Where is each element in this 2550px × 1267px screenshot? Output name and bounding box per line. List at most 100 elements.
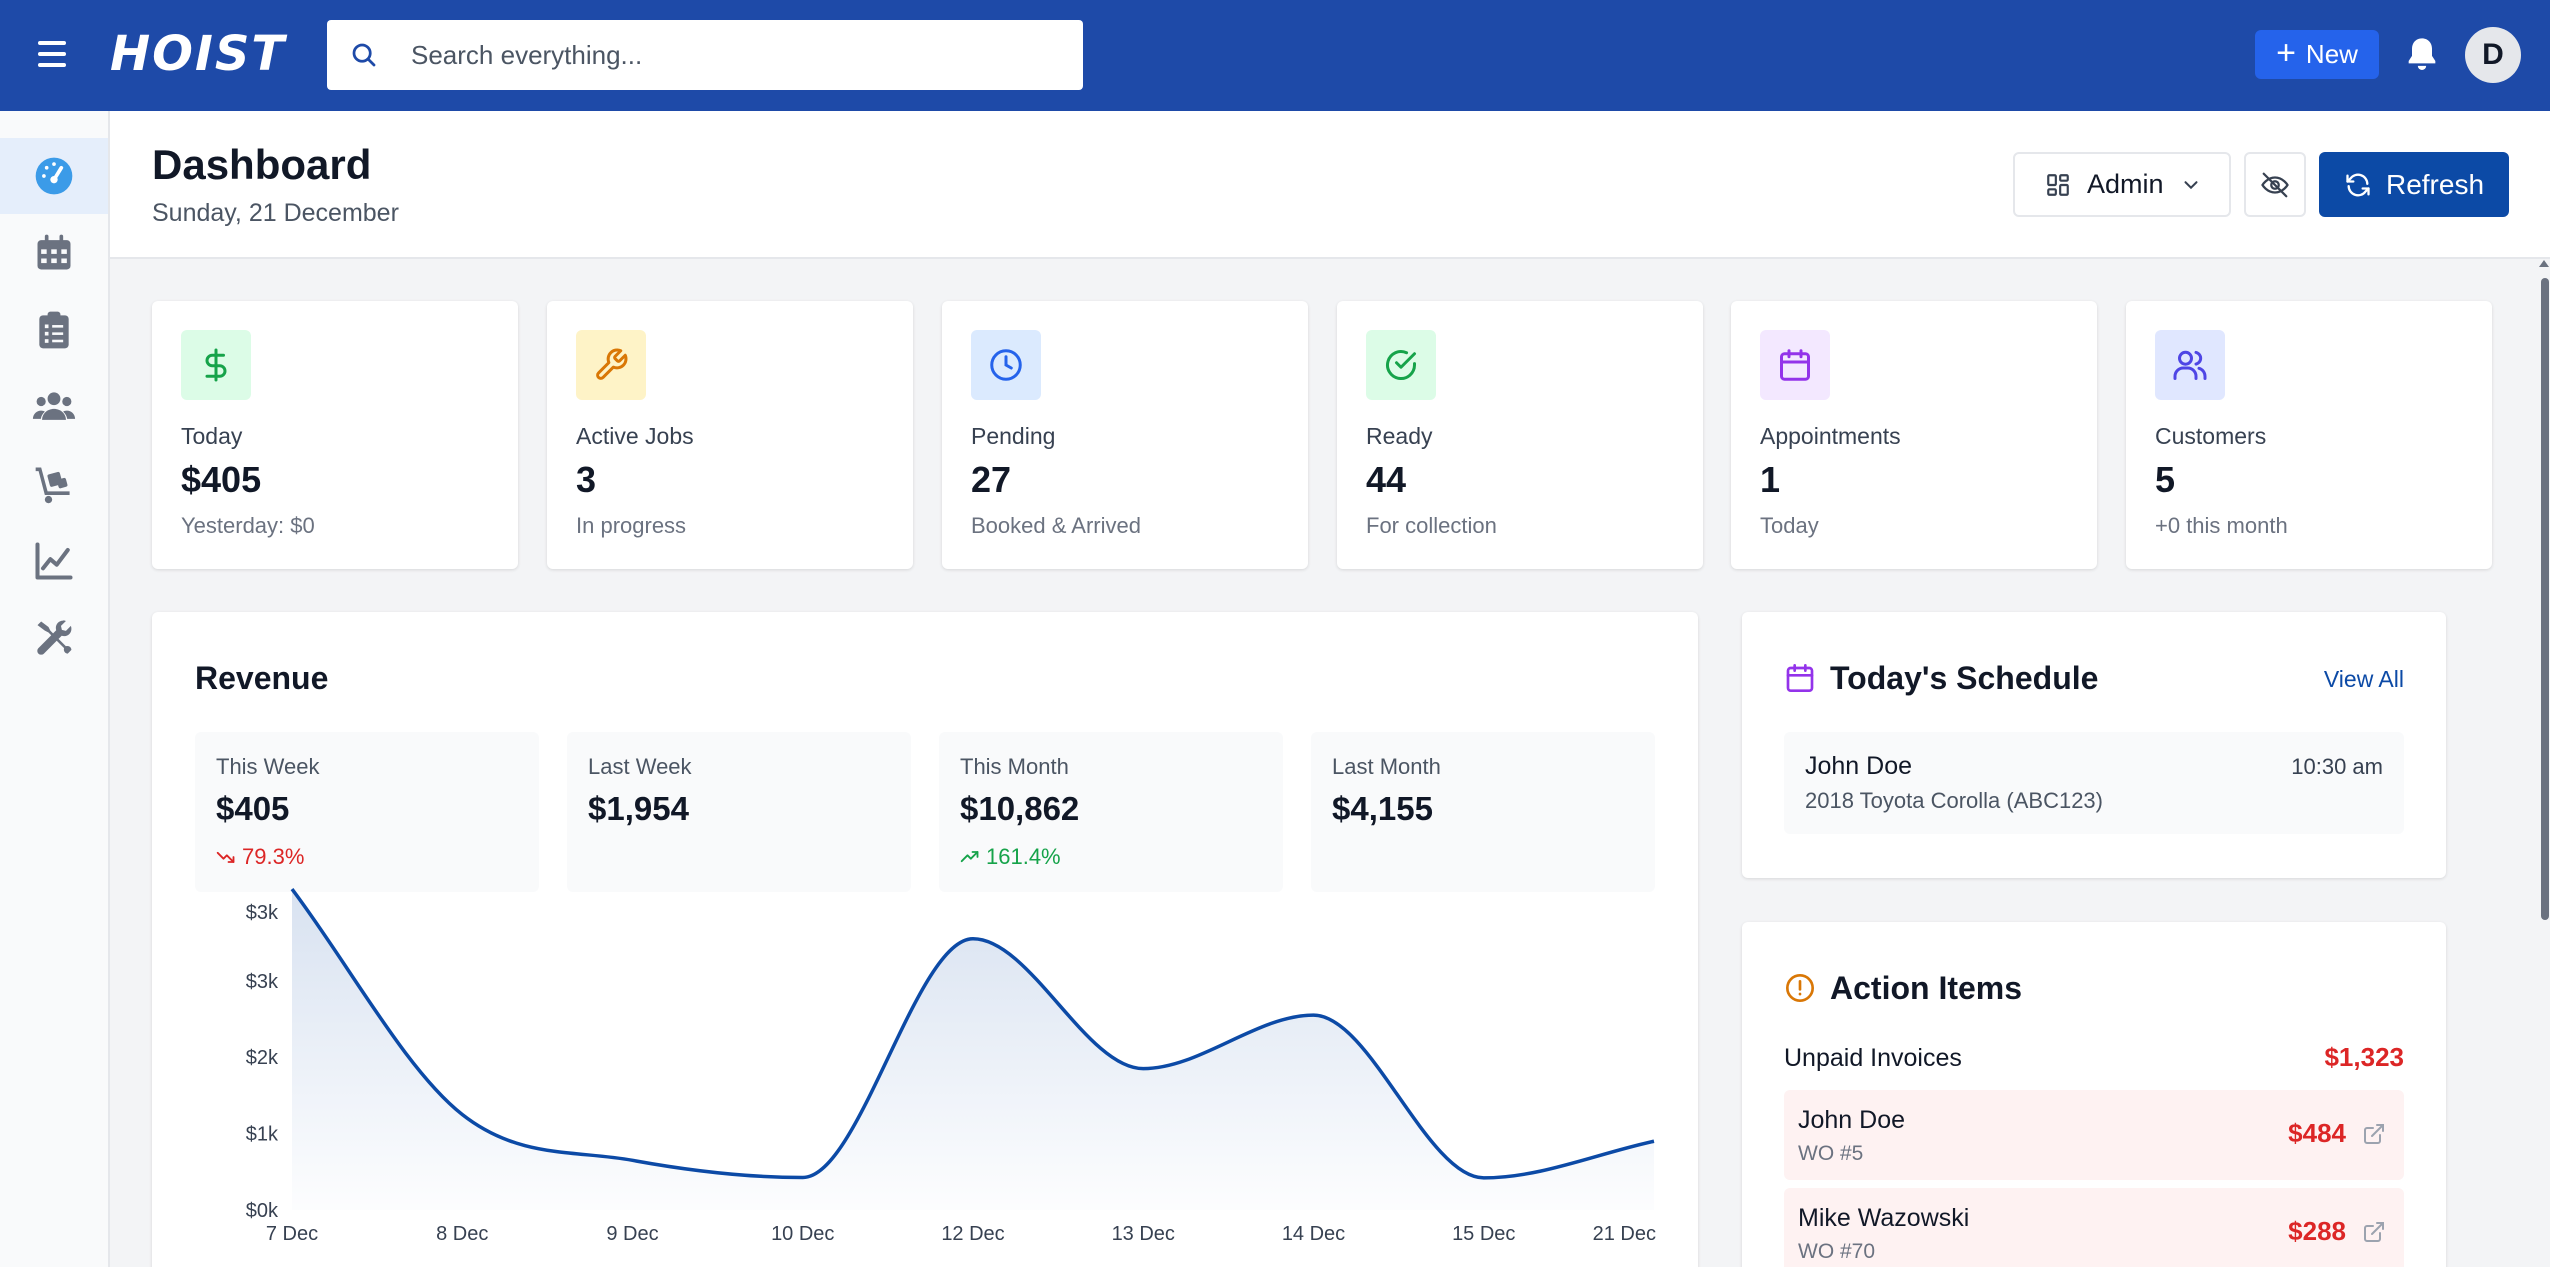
x-tick-label: 14 Dec	[1282, 1223, 1345, 1245]
invoice-row[interactable]: John Doe WO #5 $484	[1784, 1090, 2404, 1180]
search-input[interactable]	[411, 20, 1061, 90]
view-select[interactable]: Admin	[2013, 152, 2231, 217]
page-date: Sunday, 21 December	[152, 199, 399, 227]
revenue-chart[interactable]: $3k $3k $2k $1k $0k 7 Dec 8 Dec 9 Dec 10 Dec 12 …	[152, 888, 1698, 1267]
sidebar-item-dashboard[interactable]	[0, 138, 108, 214]
period-change: 161.4%	[960, 844, 1061, 870]
todays-schedule-card: Today's Schedule View All John Doe 2018 …	[1742, 612, 2446, 878]
revenue-line	[290, 888, 1655, 1180]
stat-value: 44	[1366, 459, 1407, 500]
period-change-value: 161.4%	[986, 844, 1061, 869]
revenue-period-last-week: Last Week $1,954	[567, 732, 911, 892]
plus-icon: +	[2276, 34, 2296, 72]
trend-down-icon	[216, 851, 235, 863]
stat-card-pending[interactable]: Pending 27 Booked & Arrived	[942, 301, 1308, 569]
period-label: Last Week	[588, 754, 692, 779]
revenue-area	[292, 889, 1654, 1210]
y-tick-label: $1k	[246, 1124, 279, 1146]
x-tick-label: 10 Dec	[771, 1223, 834, 1245]
stat-subtext: For collection	[1366, 513, 1497, 538]
schedule-customer: John Doe	[1805, 752, 1913, 780]
stat-card-appointments[interactable]: Appointments 1 Today	[1731, 301, 2097, 569]
wrench-icon	[596, 348, 628, 380]
stat-value: 3	[576, 459, 597, 500]
chart-line-icon	[35, 542, 73, 580]
view-all-link[interactable]: View All	[2323, 666, 2404, 692]
sidebar-item-parts[interactable]	[0, 446, 108, 522]
view-select-label: Admin	[2087, 169, 2164, 199]
schedule-time: 10:30 am	[2291, 754, 2383, 779]
dollar-icon	[205, 348, 227, 382]
invoice-amount: $484	[2288, 1118, 2346, 1148]
x-tick-label: 12 Dec	[941, 1223, 1004, 1245]
schedule-title: Today's Schedule	[1830, 660, 2099, 696]
stat-card-customers[interactable]: Customers 5 +0 this month	[2126, 301, 2492, 569]
top-bar: HOIST + New D	[0, 0, 2550, 111]
schedule-vehicle: 2018 Toyota Corolla (ABC123)	[1805, 788, 2103, 813]
stat-label: Pending	[971, 423, 1056, 449]
revenue-period-last-month: Last Month $4,155	[1311, 732, 1655, 892]
sidebar-item-reports[interactable]	[0, 523, 108, 599]
sidebar-item-calendar[interactable]	[0, 215, 108, 291]
period-value: $405	[216, 790, 290, 827]
revenue-card: Revenue This Week $405 79.3% Last Week $…	[152, 612, 1698, 1267]
period-change: 79.3%	[216, 844, 304, 870]
menu-icon[interactable]	[34, 36, 70, 72]
stat-card-ready[interactable]: Ready 44 For collection	[1337, 301, 1703, 569]
stat-card-today[interactable]: Today $405 Yesterday: $0	[152, 301, 518, 569]
x-tick-label: 13 Dec	[1112, 1223, 1175, 1245]
page-title: Dashboard	[152, 141, 372, 188]
alert-circle-icon	[1786, 974, 1814, 1002]
sidebar-item-settings[interactable]	[0, 600, 108, 676]
stat-card-active-jobs[interactable]: Active Jobs 3 In progress	[547, 301, 913, 569]
stat-icon-box	[2155, 330, 2225, 400]
external-link-icon[interactable]	[2362, 1122, 2386, 1146]
stat-icon-box	[576, 330, 646, 400]
stat-subtext: In progress	[576, 513, 687, 538]
stat-label: Active Jobs	[576, 423, 694, 449]
scrollbar-thumb[interactable]	[2541, 278, 2549, 920]
y-tick-label: $0k	[246, 1200, 279, 1222]
eye-off-icon	[2261, 172, 2289, 197]
stat-icon-box	[181, 330, 251, 400]
calendar-icon	[1786, 664, 1814, 692]
action-items-title: Action Items	[1830, 970, 2023, 1006]
refresh-icon	[2346, 173, 2370, 196]
revenue-period-this-week: This Week $405 79.3%	[195, 732, 539, 892]
invoice-work-order: WO #70	[1798, 1240, 1876, 1263]
app-logo[interactable]: HOIST	[110, 26, 287, 82]
x-tick-label: 8 Dec	[436, 1223, 488, 1245]
calendar-icon	[37, 234, 71, 270]
user-avatar[interactable]: D	[2465, 27, 2521, 83]
tools-icon	[37, 620, 72, 655]
new-button[interactable]: + New	[2255, 30, 2379, 79]
invoice-row[interactable]: Mike Wazowski WO #70 $288	[1784, 1188, 2404, 1267]
gauge-icon	[35, 157, 73, 195]
sidebar-item-jobs[interactable]	[0, 292, 108, 368]
external-link-icon[interactable]	[2362, 1220, 2386, 1244]
clock-icon	[990, 349, 1022, 381]
stat-subtext: Booked & Arrived	[971, 513, 1141, 538]
bell-icon[interactable]	[2402, 34, 2442, 76]
y-tick-label: $3k	[246, 971, 279, 993]
stat-label: Appointments	[1760, 423, 1901, 449]
y-tick-label: $3k	[246, 902, 279, 924]
new-button-label: New	[2305, 39, 2358, 69]
stat-value: 5	[2155, 459, 2176, 500]
period-label: Last Month	[1332, 754, 1441, 779]
invoice-customer: John Doe	[1798, 1106, 1906, 1134]
revenue-title: Revenue	[195, 660, 329, 696]
period-value: $1,954	[588, 790, 689, 827]
x-tick-label: 15 Dec	[1452, 1223, 1515, 1245]
search-bar[interactable]	[327, 20, 1083, 90]
invoice-work-order: WO #5	[1798, 1142, 1864, 1165]
schedule-item[interactable]: John Doe 2018 Toyota Corolla (ABC123) 10…	[1784, 732, 2404, 834]
clipboard-icon	[39, 311, 69, 349]
revenue-period-this-month: This Month $10,862 161.4%	[939, 732, 1283, 892]
hide-values-button[interactable]	[2244, 152, 2306, 217]
page-header: Dashboard Sunday, 21 December Admin Refr…	[110, 111, 2550, 259]
sidebar-item-customers[interactable]	[0, 369, 108, 445]
refresh-button[interactable]: Refresh	[2319, 152, 2509, 217]
scroll-up-arrow[interactable]	[2539, 260, 2549, 267]
stat-value: 27	[971, 459, 1012, 500]
